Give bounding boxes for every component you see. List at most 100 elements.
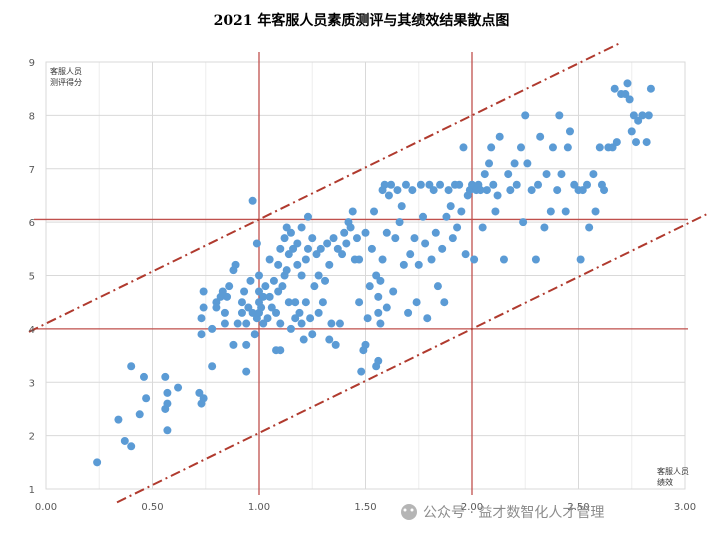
data-point [276,319,285,328]
data-point [565,127,574,136]
data-point [355,255,364,264]
y-tick-label: 9 [29,58,35,69]
data-point [114,415,123,424]
data-point [329,234,338,243]
data-point [248,196,257,205]
data-point [325,260,334,269]
data-point [495,132,504,141]
data-point [585,223,594,232]
data-point [546,207,555,216]
data-point [406,250,415,259]
y-tick-label: 1 [29,485,35,496]
data-point [220,319,229,328]
data-point [120,436,129,445]
data-point [499,255,508,264]
data-point [272,308,281,317]
data-point [384,191,393,200]
data-point [563,143,572,152]
data-point [378,255,387,264]
data-point [240,287,249,296]
data-point [318,298,327,307]
y-tick-label: 7 [29,165,35,176]
wechat-icon-eye-left [403,508,407,512]
watermark-text: 公众号 · 益才数智化人才管理 [423,505,604,521]
data-point [448,234,457,243]
data-point [578,186,587,195]
data-point [374,292,383,301]
data-point [393,186,402,195]
data-point [391,234,400,243]
data-point [323,239,332,248]
data-point [646,84,655,93]
data-point [321,276,330,285]
data-point [531,255,540,264]
data-point [401,180,410,189]
data-point [548,143,557,152]
data-point [382,303,391,312]
data-point [457,207,466,216]
data-point [412,298,421,307]
data-point [237,298,246,307]
data-point [242,340,251,349]
data-point [470,255,479,264]
y-tick-label: 2 [29,432,35,443]
data-point [446,202,455,211]
data-point [303,244,312,253]
data-point [519,218,528,227]
data-point [542,170,551,179]
data-point [274,260,283,269]
data-point [269,276,278,285]
data-point [429,186,438,195]
data-point [638,111,647,120]
data-point [342,239,351,248]
y-axis-label-line2: 测评得分 [50,77,82,87]
data-point [280,234,289,243]
data-point [174,383,183,392]
y-tick-label: 4 [29,325,35,336]
data-point [600,186,609,195]
data-point [433,282,442,291]
data-point [399,260,408,269]
data-point [485,159,494,168]
data-point [261,282,270,291]
data-point [595,143,604,152]
data-point [589,170,598,179]
data-point [355,298,364,307]
data-point [527,186,536,195]
data-point [553,186,562,195]
data-point [338,250,347,259]
data-point [220,308,229,317]
data-point [212,303,221,312]
wechat-icon [401,504,417,520]
data-point [623,79,632,88]
data-point [536,132,545,141]
data-point [286,324,295,333]
data-point [163,388,172,397]
data-point [284,298,293,307]
y-tick-label: 6 [29,218,35,229]
data-point [491,207,500,216]
data-point [459,143,468,152]
data-point [642,138,651,147]
data-point [274,287,283,296]
data-point [301,298,310,307]
data-point [333,244,342,253]
data-point [534,180,543,189]
data-point [410,234,419,243]
data-point [440,298,449,307]
data-point [225,282,234,291]
data-point [276,346,285,355]
data-point [416,180,425,189]
data-point [199,303,208,312]
data-point [610,84,619,93]
data-point [414,260,423,269]
data-point [408,186,417,195]
data-point [242,367,251,376]
data-point [163,426,172,435]
data-point [293,239,302,248]
chart-title: 2021 年客服人员素质测评与其绩效结果散点图 [213,13,510,29]
data-point [303,212,312,221]
data-point [306,314,315,323]
data-point [297,223,306,232]
data-point [265,292,274,301]
